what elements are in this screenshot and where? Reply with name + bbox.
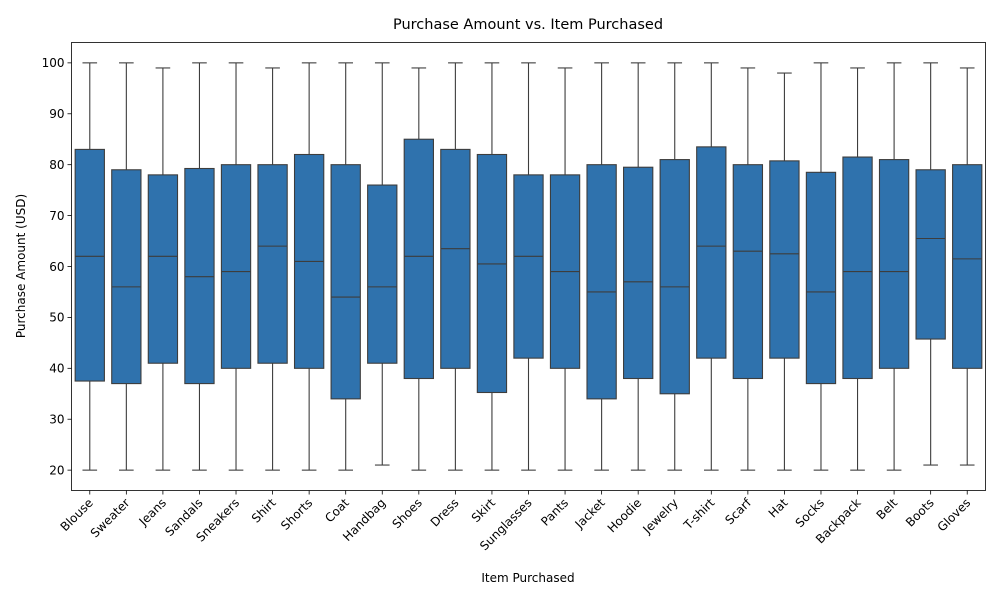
chart-title: Purchase Amount vs. Item Purchased bbox=[393, 17, 663, 33]
box-shorts bbox=[293, 62, 325, 471]
iqr-box bbox=[915, 169, 946, 340]
y-tick-label: 70 bbox=[49, 209, 64, 223]
y-tick-label: 60 bbox=[49, 260, 64, 274]
x-tick-label: Hoodie bbox=[605, 496, 645, 536]
box-blouse bbox=[74, 62, 105, 471]
box-scarf bbox=[732, 67, 764, 471]
iqr-box bbox=[513, 174, 544, 359]
iqr-box bbox=[476, 153, 508, 394]
iqr-box bbox=[732, 164, 764, 380]
x-tick-label: Shoes bbox=[389, 496, 424, 531]
y-axis-ticks: 20 30 40 50 60 70 80 90 100 bbox=[42, 56, 72, 477]
x-tick-label: Gloves bbox=[935, 496, 974, 535]
box-backpack bbox=[842, 67, 873, 471]
x-tick-label: Shorts bbox=[278, 496, 315, 533]
box-socks bbox=[805, 62, 837, 471]
iqr-box bbox=[403, 138, 434, 380]
x-tick-label: Scarf bbox=[722, 495, 754, 527]
x-tick-label: Jacket bbox=[572, 496, 608, 532]
iqr-box bbox=[220, 164, 252, 369]
iqr-box bbox=[952, 164, 983, 369]
iqr-box bbox=[257, 164, 288, 364]
box-shoes bbox=[403, 67, 434, 471]
x-axis-label: Item Purchased bbox=[481, 571, 574, 585]
iqr-box bbox=[659, 159, 690, 395]
box-jeans bbox=[147, 67, 179, 471]
box-sunglasses bbox=[513, 62, 544, 471]
box-sneakers bbox=[220, 62, 252, 471]
box-hoodie bbox=[623, 62, 654, 471]
y-tick-label: 20 bbox=[49, 463, 64, 477]
y-tick-label: 100 bbox=[42, 56, 65, 70]
x-tick-label: Boots bbox=[903, 496, 937, 530]
x-tick-label: Belt bbox=[874, 496, 901, 523]
box-dress bbox=[440, 62, 471, 471]
x-tick-label: Skirt bbox=[469, 496, 499, 526]
box-pants bbox=[549, 67, 581, 471]
x-tick-label: Dress bbox=[428, 496, 462, 530]
iqr-box bbox=[878, 159, 910, 369]
iqr-box bbox=[147, 174, 179, 364]
x-tick-label: Sweater bbox=[88, 496, 133, 541]
iqr-box bbox=[805, 171, 837, 385]
box-skirt bbox=[476, 62, 508, 471]
x-tick-label: Socks bbox=[793, 496, 827, 530]
box-sweater bbox=[111, 62, 142, 471]
y-tick-label: 40 bbox=[49, 362, 64, 376]
x-tick-label: Hat bbox=[766, 496, 791, 521]
y-tick-label: 80 bbox=[49, 158, 64, 172]
iqr-box bbox=[111, 169, 142, 385]
x-tick-label: Pants bbox=[538, 496, 571, 529]
boxes-layer bbox=[74, 62, 983, 471]
iqr-box bbox=[330, 164, 361, 400]
iqr-box bbox=[586, 164, 617, 400]
box-sandals bbox=[184, 62, 215, 471]
iqr-box bbox=[184, 167, 215, 385]
iqr-box bbox=[367, 184, 398, 364]
y-tick-label: 30 bbox=[49, 413, 64, 427]
plot-frame bbox=[71, 42, 986, 491]
iqr-box bbox=[440, 148, 471, 369]
box-coat bbox=[330, 62, 361, 471]
iqr-box bbox=[623, 166, 654, 380]
iqr-box bbox=[696, 146, 727, 359]
box-handbag bbox=[367, 62, 398, 466]
box-hat bbox=[769, 72, 800, 471]
x-tick-label: Shirt bbox=[249, 496, 279, 526]
box-jewelry bbox=[659, 62, 690, 471]
box-t-shirt bbox=[696, 62, 727, 471]
y-axis-label: Purchase Amount (USD) bbox=[14, 194, 28, 338]
y-tick-label: 90 bbox=[49, 107, 64, 121]
x-tick-label: Coat bbox=[322, 496, 352, 526]
x-tick-label: T-shirt bbox=[680, 496, 717, 533]
box-shirt bbox=[257, 67, 288, 471]
iqr-box bbox=[769, 160, 800, 359]
box-gloves bbox=[952, 67, 983, 466]
iqr-box bbox=[842, 156, 873, 380]
box-belt bbox=[878, 62, 910, 471]
box-boots bbox=[915, 62, 946, 466]
x-tick-label: Jeans bbox=[136, 496, 169, 529]
x-tick-label: Jewelry bbox=[639, 496, 680, 537]
iqr-box bbox=[74, 148, 105, 382]
box-jacket bbox=[586, 62, 617, 471]
y-tick-label: 50 bbox=[49, 311, 64, 325]
